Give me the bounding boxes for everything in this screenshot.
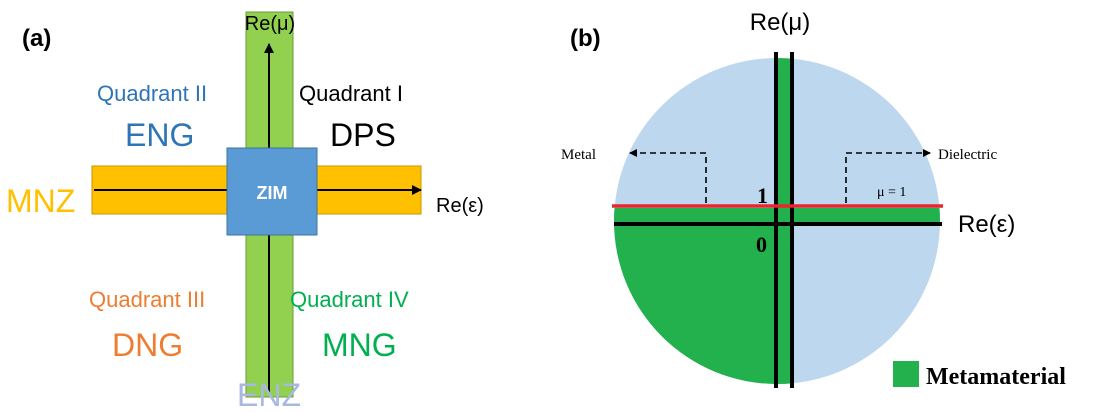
quadrant-iv-name: MNG [322, 327, 397, 363]
axis-label-re-epsilon-b: Re(ε) [958, 211, 1015, 238]
metal-label: Metal [561, 147, 596, 163]
panel-b: (b) Re(μ) 1 0 μ = 1 Re(ε) Metal Dielectr… [561, 9, 1066, 390]
quadrant-i-name: DPS [330, 117, 396, 153]
dielectric-callout-arrow [845, 149, 931, 203]
metamaterial-region-lower-left [614, 226, 780, 384]
panel-a: (a) ZIM Re(μ) Re(ε) MNZ ENZ Quadrant II … [6, 11, 484, 412]
mu-equals-one-label: μ = 1 [877, 185, 906, 200]
quadrant-iv-title: Quadrant IV [290, 287, 409, 312]
quadrant-iii-title: Quadrant III [89, 287, 205, 312]
zim-box [226, 147, 318, 236]
panel-b-label: (b) [570, 25, 601, 52]
dielectric-label: Dielectric [938, 147, 997, 163]
mnz-label: MNZ [6, 183, 75, 219]
tick-label-zero: 0 [756, 232, 767, 257]
quadrant-ii-name: ENG [125, 117, 194, 153]
legend-label-metamaterial: Metamaterial [926, 364, 1066, 390]
enz-label: ENZ [237, 377, 301, 412]
quadrant-ii-title: Quadrant II [97, 81, 207, 106]
metal-callout-arrow [629, 149, 707, 203]
quadrant-iii-name: DNG [112, 327, 183, 363]
axis-label-re-epsilon-a: Re(ε) [436, 195, 484, 217]
zim-label: ZIM [257, 183, 288, 203]
axis-label-re-mu-b: Re(μ) [750, 9, 811, 36]
legend-swatch-metamaterial [893, 361, 919, 387]
axis-label-re-mu-a: Re(μ) [245, 13, 295, 35]
tick-label-one: 1 [757, 183, 768, 208]
quadrant-i-title: Quadrant I [299, 81, 403, 106]
panel-a-label: (a) [22, 25, 51, 52]
metamaterial-strip-vertical [775, 58, 793, 384]
